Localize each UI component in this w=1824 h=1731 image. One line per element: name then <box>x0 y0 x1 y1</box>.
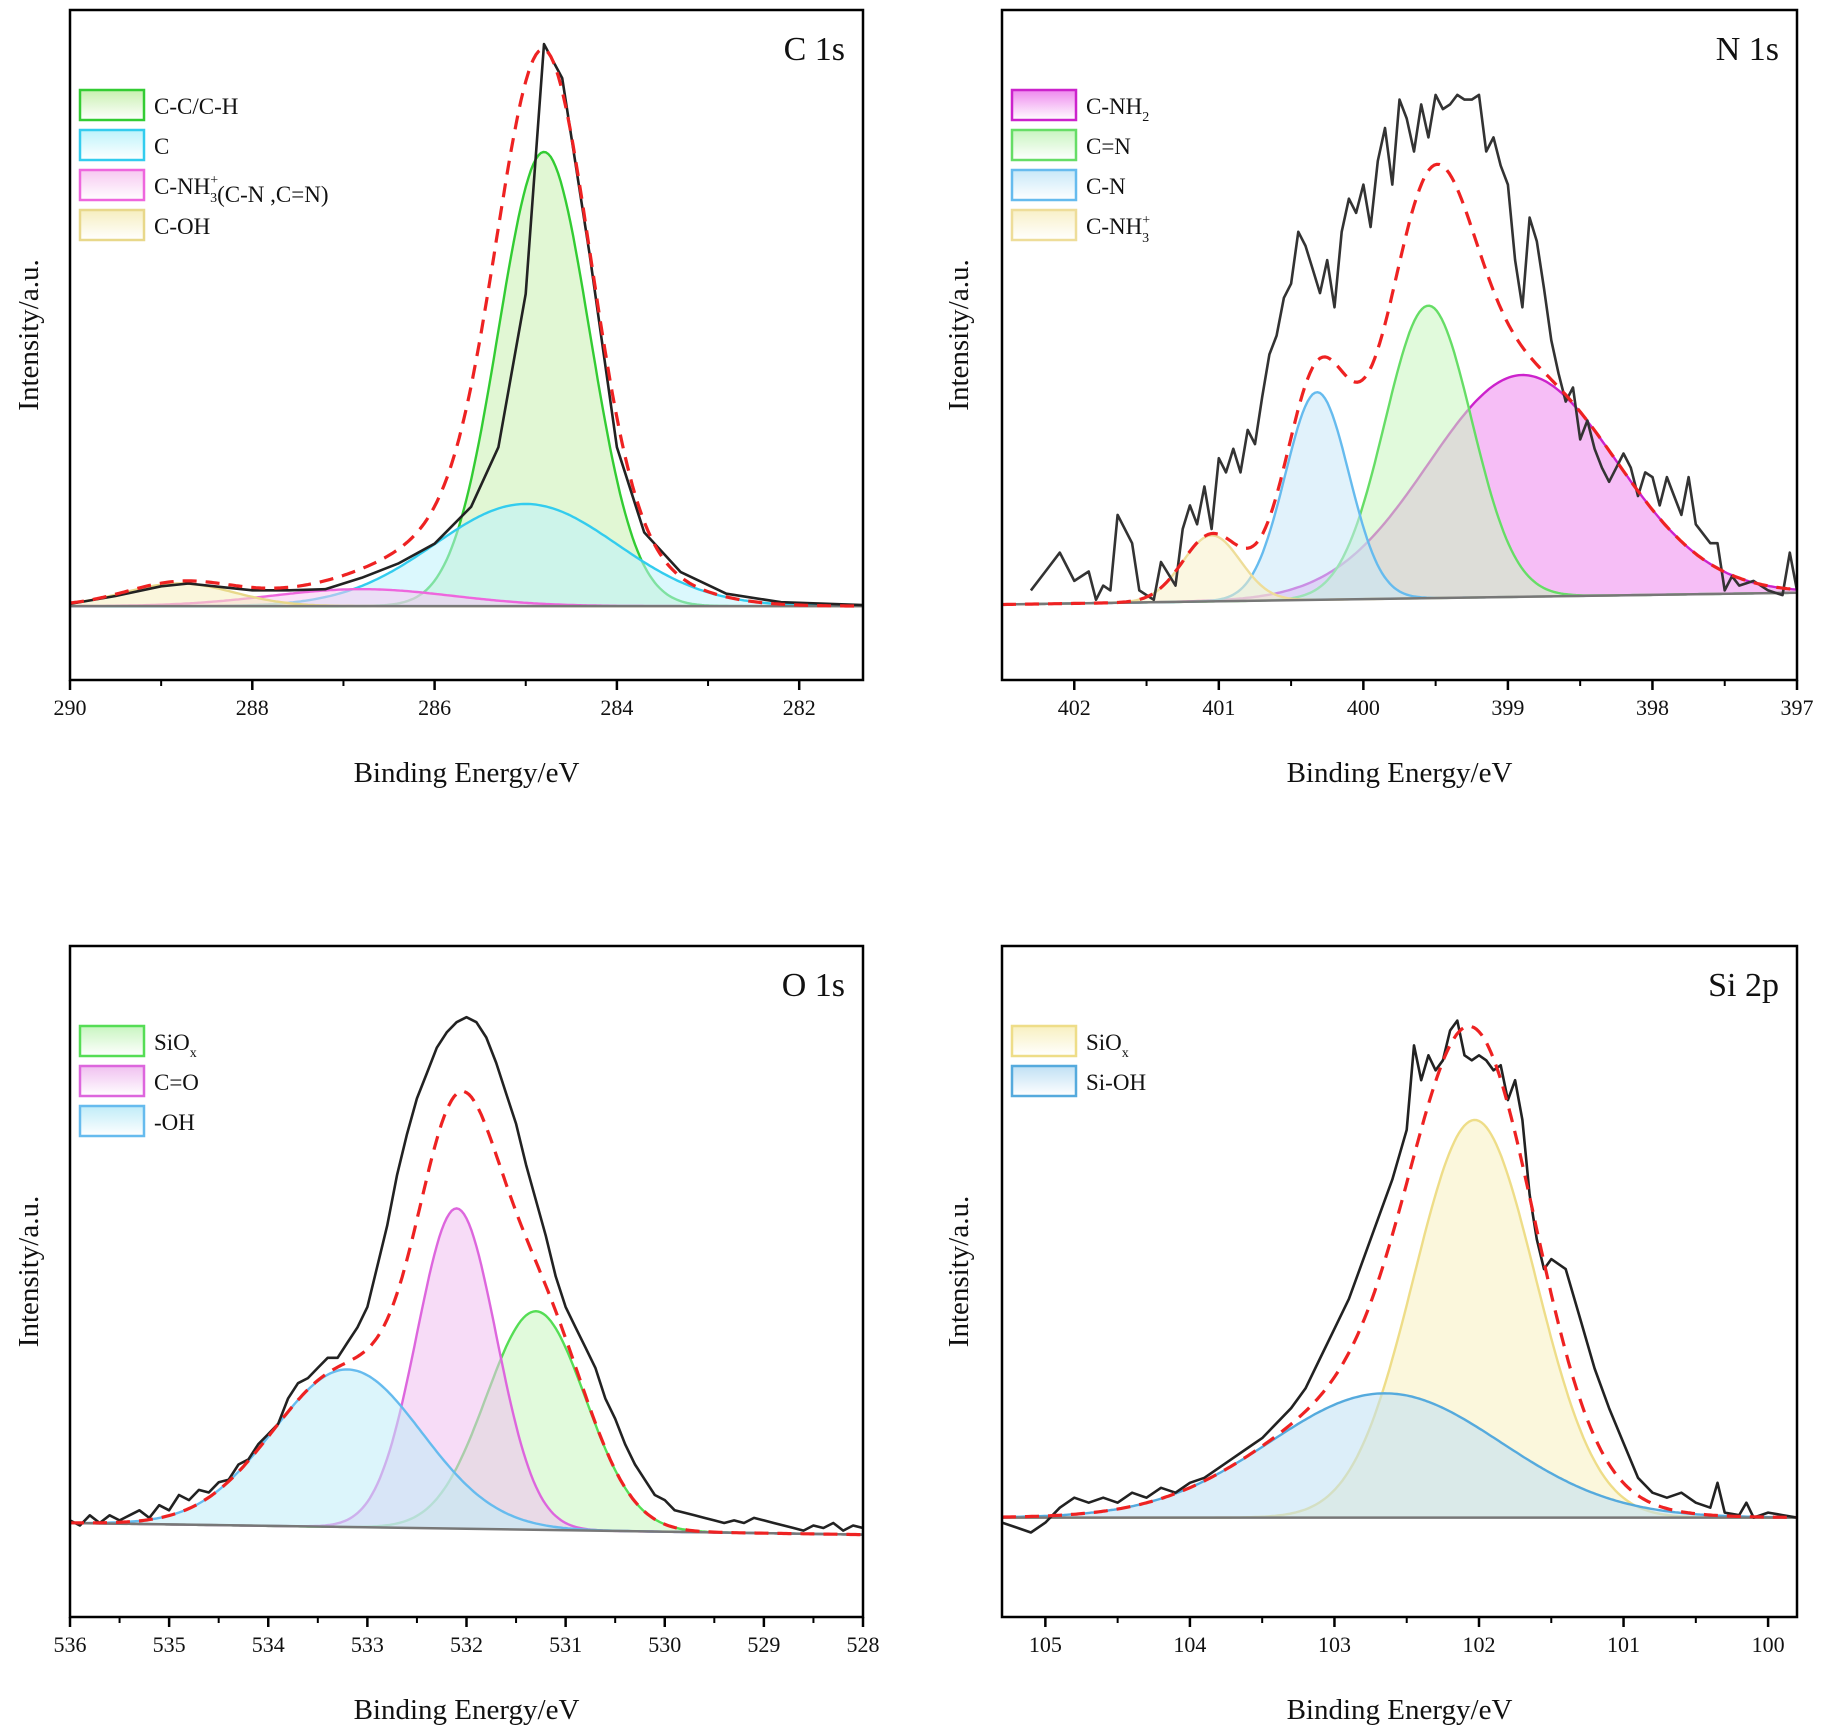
x-tick-label: 284 <box>600 695 633 720</box>
panel-title: O 1s <box>782 967 845 1004</box>
x-tick-label: 397 <box>1781 695 1814 720</box>
legend-label: C=O <box>154 1070 199 1095</box>
component-fill-2 <box>70 1369 863 1535</box>
legend-swatch <box>1010 208 1078 242</box>
legend-swatch <box>78 168 146 202</box>
legend-swatch <box>1010 1064 1078 1098</box>
x-tick-label: 104 <box>1173 1632 1206 1657</box>
component-fill-1 <box>1002 1393 1797 1518</box>
legend-label: C=N <box>1086 134 1131 159</box>
panel-title: C 1s <box>784 31 845 68</box>
x-tick-label: 282 <box>783 695 816 720</box>
component-fill-3 <box>1002 535 1797 605</box>
legend-label: SiOx <box>154 1030 197 1061</box>
x-tick-label: 105 <box>1029 1632 1062 1657</box>
raw-data-line <box>70 1015 863 1532</box>
component-fill-0 <box>70 152 863 607</box>
x-tick-label: 286 <box>418 695 451 720</box>
legend-swatch <box>1010 88 1078 122</box>
panel-title: N 1s <box>1716 31 1779 68</box>
legend-swatch <box>1010 128 1078 162</box>
component-curve-1 <box>1002 1392 1797 1519</box>
y-axis-label: Intensity/a.u. <box>13 259 45 410</box>
legend-label: -OH <box>154 1110 195 1135</box>
legend-swatch <box>1010 168 1078 202</box>
component-fill-1 <box>1002 305 1797 605</box>
x-tick-label: 399 <box>1491 695 1524 720</box>
x-tick-label: 529 <box>747 1632 780 1657</box>
x-tick-label: 402 <box>1058 695 1091 720</box>
legend-label: C-NH2 <box>1086 94 1149 125</box>
legend-label: Si-OH <box>1086 1070 1146 1095</box>
x-tick-label: 398 <box>1636 695 1669 720</box>
panel-title: Si 2p <box>1708 967 1779 1004</box>
x-tick-label: 100 <box>1752 1632 1785 1657</box>
component-fill-1 <box>70 1208 863 1535</box>
x-tick-label: 528 <box>847 1632 880 1657</box>
x-tick-label: 401 <box>1202 695 1235 720</box>
x-tick-label: 533 <box>351 1632 384 1657</box>
fit-envelope-line <box>1002 162 1797 607</box>
legend-swatch <box>78 1024 146 1058</box>
legend-label: C-C/C-H <box>154 94 238 119</box>
raw-data-line <box>1002 1019 1797 1534</box>
x-axis-label: Binding Energy/eV <box>1287 757 1513 789</box>
x-tick-label: 400 <box>1347 695 1380 720</box>
chart-panel-2: 536 535 534 533 532 531 530 529 528 Binding Energ… <box>13 944 880 1726</box>
plot-area <box>1002 93 1797 607</box>
fit-envelope-line <box>70 47 863 608</box>
fit-envelope-line <box>1002 1024 1797 1519</box>
plot-frame <box>1000 944 1799 1619</box>
y-axis-label: Intensity/a.u. <box>943 1196 975 1347</box>
plot-area <box>70 42 863 608</box>
fit-envelope-line <box>70 1089 863 1537</box>
baseline-line <box>1002 591 1797 606</box>
x-tick-label: 103 <box>1318 1632 1351 1657</box>
legend-swatch <box>78 1064 146 1098</box>
x-tick-label: 536 <box>54 1632 87 1657</box>
x-tick-label: 290 <box>54 695 87 720</box>
plot-area <box>70 1015 863 1537</box>
x-axis-label: Binding Energy/eV <box>1287 1694 1513 1726</box>
legend-label: C-NH+ 3(C-N ,C=N) <box>154 173 329 207</box>
y-axis-label: Intensity/a.u. <box>13 1196 45 1347</box>
x-tick-label: 530 <box>648 1632 681 1657</box>
legend-swatch <box>78 1104 146 1138</box>
chart-panel-3: 105 104 103 102 101 100 Binding Energy/eV Inten… <box>943 944 1799 1726</box>
chart-panel-1: 402 401 400 399 398 397 Binding Energy/eV Inten… <box>943 8 1814 789</box>
x-tick-label: 532 <box>450 1632 483 1657</box>
x-tick-label: 531 <box>549 1632 582 1657</box>
legend-swatch <box>1010 1024 1078 1058</box>
plot-area <box>1002 1019 1797 1534</box>
legend-label: SiOx <box>1086 1030 1129 1061</box>
raw-data-line <box>1029 93 1797 602</box>
y-axis-label: Intensity/a.u. <box>943 259 975 410</box>
x-tick-label: 102 <box>1463 1632 1496 1657</box>
legend-swatch <box>78 208 146 242</box>
x-tick-label: 101 <box>1607 1632 1640 1657</box>
legend-label: C <box>154 134 169 159</box>
plot-frame <box>1000 8 1799 682</box>
baseline-line <box>70 1521 863 1536</box>
x-tick-label: 535 <box>153 1632 186 1657</box>
component-fill-1 <box>70 504 863 607</box>
x-tick-label: 288 <box>236 695 269 720</box>
legend-swatch <box>78 128 146 162</box>
plot-frame <box>68 8 865 682</box>
legend-label: C-N <box>1086 174 1126 199</box>
x-tick-label: 534 <box>252 1632 285 1657</box>
legend-label: C-NH+ 3 <box>1086 213 1150 246</box>
chart-panel-0: 290 288 286 284 282 Binding Energy/eV Intensit… <box>13 8 865 789</box>
component-fill-0 <box>1002 375 1797 605</box>
legend-swatch <box>78 88 146 122</box>
legend-label: C-OH <box>154 214 210 239</box>
x-axis-label: Binding Energy/eV <box>354 1694 580 1726</box>
x-axis-label: Binding Energy/eV <box>354 757 580 789</box>
